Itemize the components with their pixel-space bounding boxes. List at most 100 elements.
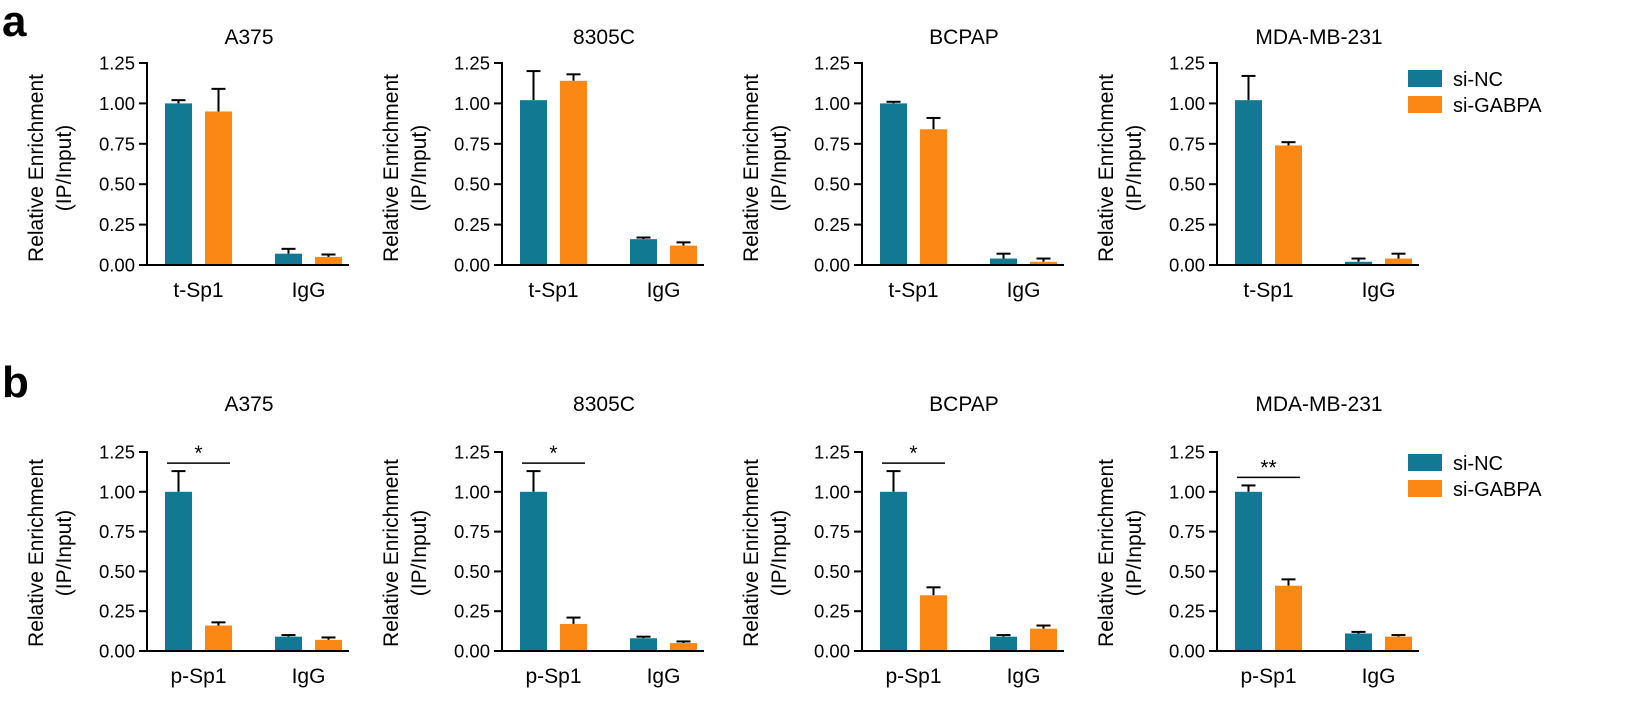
y-tick-label: 1.25 <box>99 53 135 74</box>
y-tick-label: 0.00 <box>454 641 490 662</box>
y-tick-label: 1.25 <box>454 53 490 74</box>
chart-title: BCPAP <box>929 26 999 49</box>
y-tick-label: 0.00 <box>814 255 850 276</box>
x-tick-label: t-Sp1 <box>528 279 578 302</box>
y-tick-label: 0.75 <box>1169 521 1205 542</box>
y-tick-label: 1.00 <box>1169 481 1205 502</box>
bar-si-gabpa-igg <box>1385 636 1412 651</box>
y-axis-label-line2: (IP/Input) <box>1123 125 1146 211</box>
y-tick-label: 0.50 <box>99 174 135 195</box>
bar-si-gabpa-t-sp1 <box>560 80 587 265</box>
chart-title: A375 <box>224 393 273 416</box>
legend-label-si-nc: si-NC <box>1453 453 1503 475</box>
bar-si-nc-igg <box>990 258 1017 265</box>
x-tick-label: p-Sp1 <box>170 665 226 688</box>
y-tick-label: 1.00 <box>814 93 850 114</box>
y-axis-label-line1: Relative Enrichment <box>25 459 48 647</box>
y-tick-label: 0.00 <box>1169 255 1205 276</box>
y-axis-label-line1: Relative Enrichment <box>740 459 763 647</box>
bar-si-nc-igg <box>275 253 302 265</box>
y-tick-label: 1.25 <box>1169 442 1205 463</box>
y-tick-label: 0.00 <box>454 255 490 276</box>
legend-swatch-si-nc <box>1408 70 1442 87</box>
x-tick-label: p-Sp1 <box>525 665 581 688</box>
x-tick-label: t-Sp1 <box>1243 279 1293 302</box>
x-tick-label: t-Sp1 <box>888 279 938 302</box>
y-axis-label-line1: Relative Enrichment <box>740 74 763 262</box>
y-tick-label: 1.00 <box>454 481 490 502</box>
bar-si-gabpa-igg <box>1385 258 1412 265</box>
y-tick-label: 0.00 <box>99 255 135 276</box>
significance-label: ** <box>1260 456 1276 479</box>
x-tick-label: p-Sp1 <box>1240 665 1296 688</box>
bar-si-gabpa-p-sp1 <box>205 625 232 651</box>
y-tick-label: 1.00 <box>1169 93 1205 114</box>
chart-title: BCPAP <box>929 393 999 416</box>
bar-si-nc-t-sp1 <box>520 100 547 265</box>
y-axis-label-line2: (IP/Input) <box>53 125 76 211</box>
y-tick-label: 0.50 <box>1169 561 1205 582</box>
x-tick-label: IgG <box>1007 279 1041 302</box>
y-tick-label: 0.75 <box>99 133 135 154</box>
y-axis-label-line1: Relative Enrichment <box>1095 74 1118 262</box>
chart-a-8305c: 8305C Relative Enrichment (IP/Input) 0.00 0.… <box>380 26 704 302</box>
y-tick-label: 0.75 <box>814 521 850 542</box>
x-tick-label: IgG <box>1362 279 1396 302</box>
panel-letter-a: a <box>2 0 27 46</box>
significance-label: * <box>909 442 917 465</box>
bar-si-nc-igg <box>1345 633 1372 651</box>
bar-si-gabpa-igg <box>1030 628 1057 651</box>
y-axis-label-line1: Relative Enrichment <box>1095 459 1118 647</box>
legend-label-si-gabpa: si-GABPA <box>1453 95 1542 117</box>
bar-si-nc-t-sp1 <box>1235 100 1262 265</box>
y-tick-label: 0.50 <box>1169 174 1205 195</box>
y-axis-label-line2: (IP/Input) <box>768 510 791 596</box>
y-tick-label: 0.25 <box>454 214 490 235</box>
y-axis-label: Relative Enrichment (IP/Input) <box>740 74 791 262</box>
y-tick-label: 0.25 <box>454 601 490 622</box>
chart-title: MDA-MB-231 <box>1255 26 1382 49</box>
bar-si-nc-igg <box>1345 261 1372 265</box>
y-axis-label-line2: (IP/Input) <box>53 510 76 596</box>
y-tick-label: 1.00 <box>99 481 135 502</box>
chart-b-a375: A375 Relative Enrichment (IP/Input) 0.00 0.2… <box>25 393 349 688</box>
y-axis-label: Relative Enrichment (IP/Input) <box>380 459 431 647</box>
bar-si-nc-t-sp1 <box>165 103 192 266</box>
bar-si-gabpa-t-sp1 <box>920 129 947 265</box>
bar-si-nc-p-sp1 <box>165 491 192 651</box>
y-axis-label: Relative Enrichment (IP/Input) <box>25 459 76 647</box>
y-tick-label: 0.50 <box>454 174 490 195</box>
chart-a-bcpap: BCPAP Relative Enrichment (IP/Input) 0.00 0.… <box>740 26 1064 302</box>
legend-label-si-nc: si-NC <box>1453 69 1503 91</box>
y-axis-label-line1: Relative Enrichment <box>380 74 403 262</box>
chart-title: A375 <box>224 26 273 49</box>
x-tick-label: t-Sp1 <box>173 279 223 302</box>
x-tick-label: p-Sp1 <box>885 665 941 688</box>
legend-a: si-NC si-GABPA <box>1408 69 1542 117</box>
chart-title: 8305C <box>573 26 635 49</box>
y-axis-label-line2: (IP/Input) <box>408 125 431 211</box>
bar-si-gabpa-igg <box>1030 261 1057 265</box>
y-tick-label: 1.25 <box>99 442 135 463</box>
chart-b-8305c: 8305C Relative Enrichment (IP/Input) 0.00 0.… <box>380 393 704 688</box>
y-axis-label: Relative Enrichment (IP/Input) <box>380 74 431 262</box>
x-tick-label: IgG <box>1007 665 1041 688</box>
x-tick-label: IgG <box>292 665 326 688</box>
bar-si-nc-igg <box>990 636 1017 651</box>
y-tick-label: 0.25 <box>814 601 850 622</box>
y-axis-label-line2: (IP/Input) <box>408 510 431 596</box>
y-axis-label-line2: (IP/Input) <box>768 125 791 211</box>
chart-title: 8305C <box>573 393 635 416</box>
x-tick-label: IgG <box>292 279 326 302</box>
bar-si-nc-igg <box>630 239 657 265</box>
y-tick-label: 0.00 <box>814 641 850 662</box>
y-tick-label: 0.00 <box>99 641 135 662</box>
y-tick-label: 0.50 <box>454 561 490 582</box>
bar-si-nc-igg <box>275 636 302 651</box>
bar-si-nc-p-sp1 <box>520 491 547 651</box>
legend-label-si-gabpa: si-GABPA <box>1453 479 1542 501</box>
chart-a-a375: A375 Relative Enrichment (IP/Input) 0.00 0.2… <box>25 26 349 302</box>
bar-si-gabpa-igg <box>670 643 697 651</box>
y-tick-label: 0.75 <box>99 521 135 542</box>
y-tick-label: 0.25 <box>99 601 135 622</box>
